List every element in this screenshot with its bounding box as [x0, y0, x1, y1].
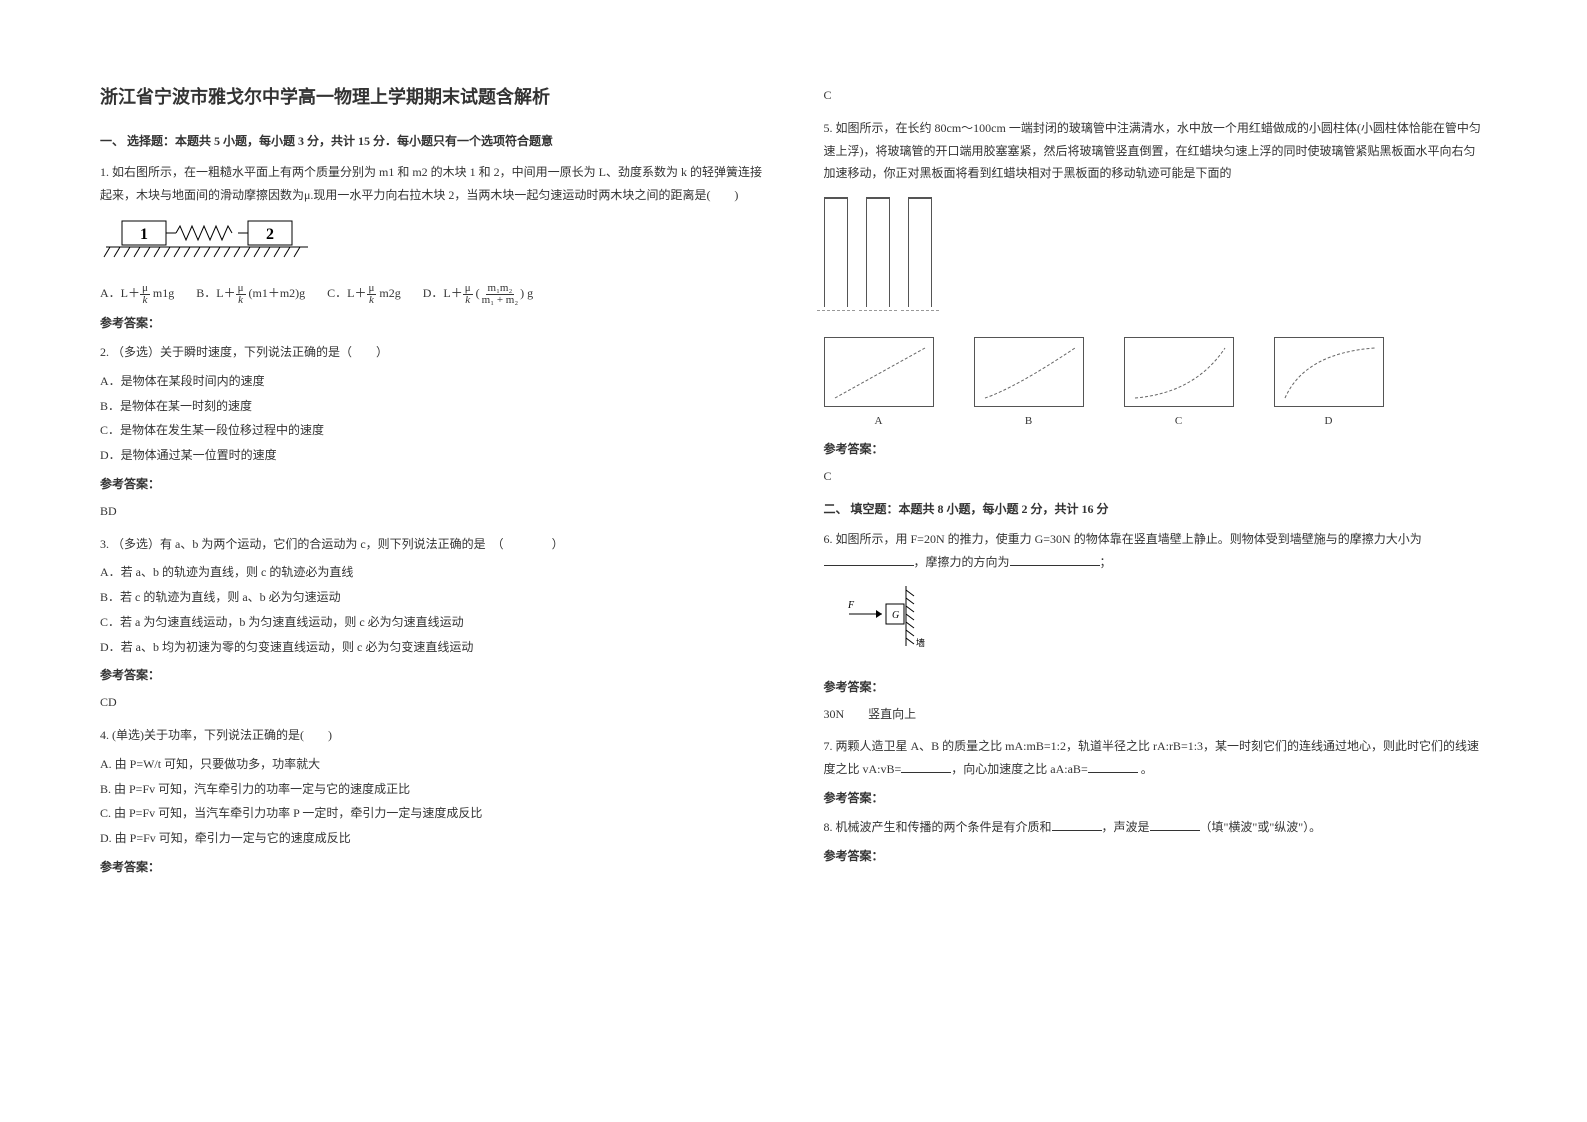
- q5-ans-label: 参考答案：: [824, 438, 1488, 461]
- q6-stem: 6. 如图所示，用 F=20N 的推力，使重力 G=30N 的物体靠在竖直墙壁上…: [824, 528, 1488, 574]
- svg-text:F: F: [847, 600, 855, 611]
- q4-B: B. 由 P=Fv 可知，汽车牵引力的功率一定与它的速度成正比: [100, 778, 764, 801]
- left-column: 浙江省宁波市雅戈尔中学高一物理上学期期末试题含解析 一、 选择题：本题共 5 小…: [100, 80, 764, 1082]
- q2-ans-label: 参考答案：: [100, 473, 764, 496]
- q3-C: C．若 a 为匀速直线运动，b 为匀速直线运动，则 c 必为匀速直线运动: [100, 611, 764, 634]
- tube-diagram: [824, 197, 1488, 307]
- page-title: 浙江省宁波市雅戈尔中学高一物理上学期期末试题含解析: [100, 80, 764, 114]
- q1-ans-label: 参考答案：: [100, 312, 764, 335]
- trajectory-options: A B C D: [824, 337, 1488, 432]
- svg-text:G: G: [892, 610, 899, 621]
- q4-stem: 4. (单选)关于功率，下列说法正确的是( ): [100, 724, 764, 747]
- q3-stem: 3. （多选）有 a、b 为两个运动，它们的合运动为 c，则下列说法正确的是 （…: [100, 533, 764, 556]
- q8-stem: 8. 机械波产生和传播的两个条件是有介质和，声波是（填"横波"或"纵波"）。: [824, 816, 1488, 839]
- q1-optD: D．L＋μk (m₁m₂m₁ + m₂) g: [423, 282, 533, 306]
- q2-stem: 2. （多选）关于瞬时速度，下列说法正确的是（ ）: [100, 341, 764, 364]
- q1-choices: A．L＋μk m1g B．L＋μk (m1＋m2)g C．L＋μk m2g D．…: [100, 282, 764, 306]
- q5-stem: 5. 如图所示，在长约 80cm～100cm 一端封闭的玻璃管中注满清水，水中放…: [824, 117, 1488, 185]
- q8-ans-label: 参考答案：: [824, 845, 1488, 868]
- q2-B: B．是物体在某一时刻的速度: [100, 395, 764, 418]
- traj-B: B: [974, 337, 1084, 432]
- q1-optA: A．L＋μk m1g: [100, 282, 174, 306]
- section2-heading: 二、 填空题：本题共 8 小题，每小题 2 分，共计 16 分: [824, 498, 1488, 521]
- q4-C: C. 由 P=Fv 可知，当汽车牵引力功率 P 一定时，牵引力一定与速度成反比: [100, 802, 764, 825]
- push-diagram: F G 墙: [844, 586, 1488, 664]
- block2-label: 2: [266, 226, 274, 243]
- q6-ans: 30N 竖直向上: [824, 703, 1488, 726]
- q7-ans-label: 参考答案：: [824, 787, 1488, 810]
- traj-D: D: [1274, 337, 1384, 432]
- svg-text:墙: 墙: [916, 637, 925, 648]
- spring-block-diagram: 1 2: [100, 217, 764, 273]
- q6-ans-label: 参考答案：: [824, 676, 1488, 699]
- q3-A: A．若 a、b 的轨迹为直线，则 c 的轨迹必为直线: [100, 561, 764, 584]
- q1-stem: 1. 如右图所示，在一粗糙水平面上有两个质量分别为 m1 和 m2 的木块 1 …: [100, 161, 764, 207]
- q7-stem: 7. 两颗人造卫星 A、B 的质量之比 mA:mB=1:2，轨道半径之比 rA:…: [824, 735, 1488, 781]
- q4-D: D. 由 P=Fv 可知，牵引力一定与它的速度成反比: [100, 827, 764, 850]
- q1-optB: B．L＋μk (m1＋m2)g: [196, 282, 305, 306]
- q2-C: C．是物体在发生某一段位移过程中的速度: [100, 419, 764, 442]
- q4-ans-label: 参考答案：: [100, 856, 764, 879]
- q2-A: A．是物体在某段时间内的速度: [100, 370, 764, 393]
- q3-ans-label: 参考答案：: [100, 664, 764, 687]
- traj-C: C: [1124, 337, 1234, 432]
- q2-D: D．是物体通过某一位置时的速度: [100, 444, 764, 467]
- q2-ans: BD: [100, 500, 764, 523]
- q3-B: B．若 c 的轨迹为直线，则 a、b 必为匀速运动: [100, 586, 764, 609]
- q3-D: D．若 a、b 均为初速为零的匀变速直线运动，则 c 必为匀变速直线运动: [100, 636, 764, 659]
- q5-ans: C: [824, 465, 1488, 488]
- section1-heading: 一、 选择题：本题共 5 小题，每小题 3 分，共计 15 分．每小题只有一个选…: [100, 130, 764, 153]
- right-column: C 5. 如图所示，在长约 80cm～100cm 一端封闭的玻璃管中注满清水，水…: [824, 80, 1488, 1082]
- q4-ans: C: [824, 84, 1488, 107]
- q1-optC: C．L＋μk m2g: [327, 282, 401, 306]
- traj-A: A: [824, 337, 934, 432]
- block1-label: 1: [140, 226, 148, 243]
- q3-ans: CD: [100, 691, 764, 714]
- q4-A: A. 由 P=W/t 可知，只要做功多，功率就大: [100, 753, 764, 776]
